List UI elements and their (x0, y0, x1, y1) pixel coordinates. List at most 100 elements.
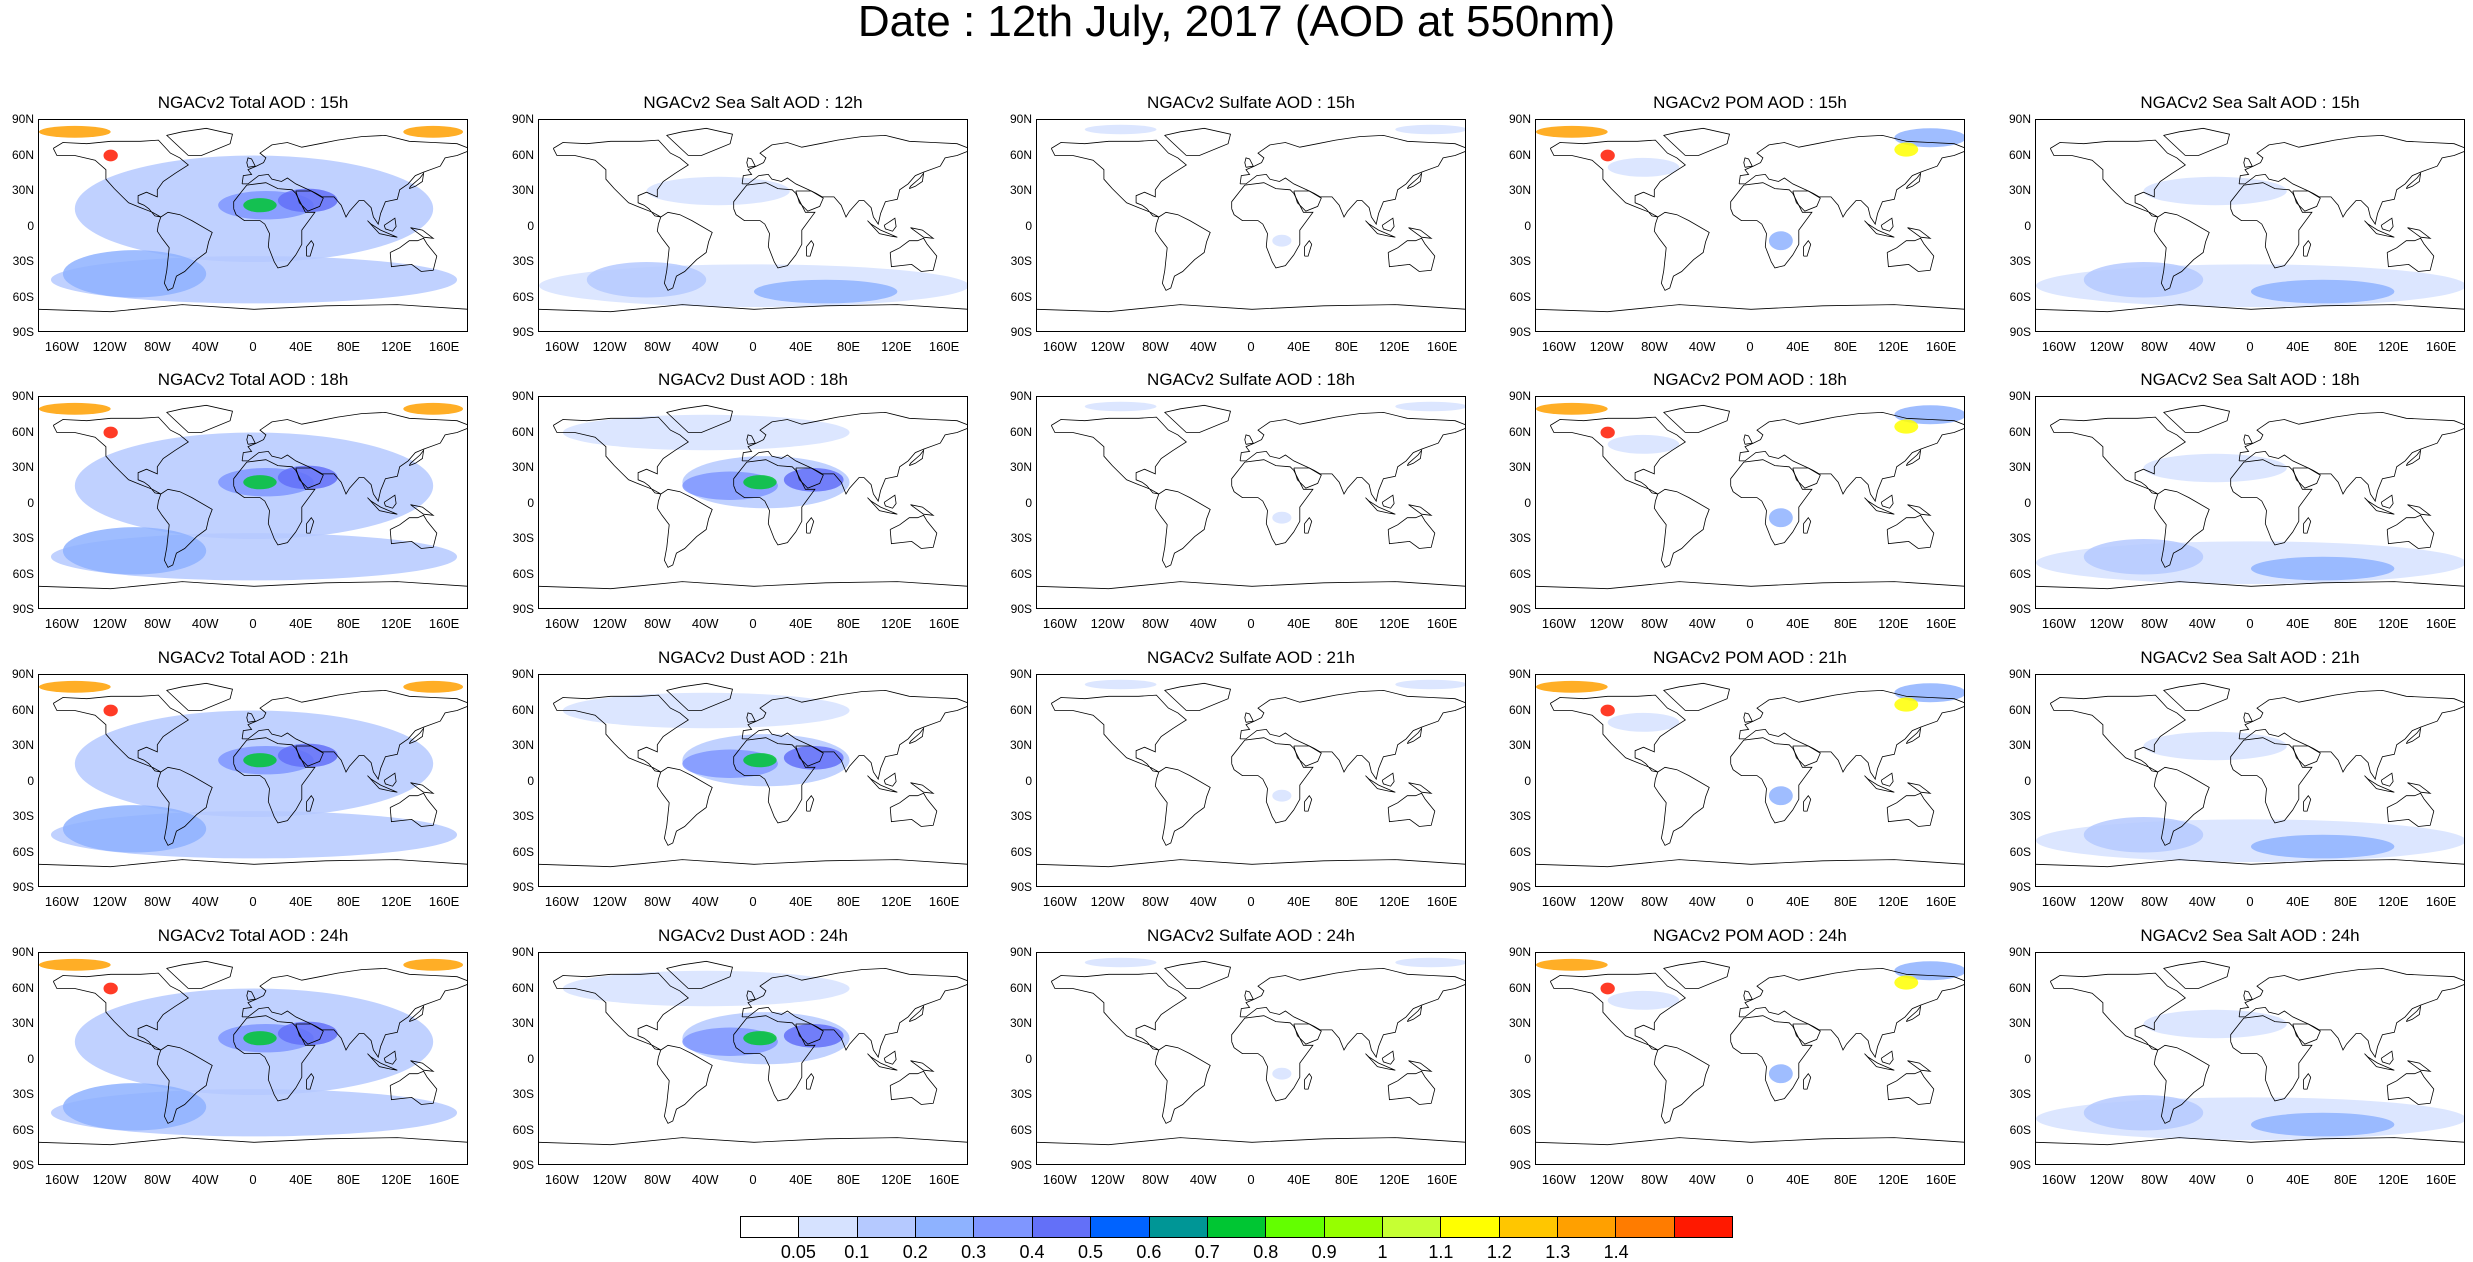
coastline-arabia (1293, 745, 1322, 767)
panel-r2-c3-title: NGACv2 Sulfate AOD : 18h (1147, 370, 1355, 389)
panel-r3-c1-lon-tick: 160E (428, 894, 460, 909)
coastline-samerica (656, 211, 713, 291)
panel-r4-c2-lon-tick: 160W (544, 1172, 579, 1187)
panel-r3-c4-lat-tick: 60S (1509, 844, 1531, 859)
panel-r4-c4-map-svg (1536, 958, 1964, 1146)
coastline-greenland (165, 960, 233, 989)
coastline-arabia (295, 190, 324, 212)
coastline-japan (408, 1004, 425, 1022)
panel-r3-c5-lat-tick: 60S (2009, 844, 2031, 859)
coastline-arabia (2292, 467, 2321, 489)
panel-r3-c2-lat-tick: 90S (512, 880, 534, 894)
panel-r1-c3-lon-tick: 80E (1334, 339, 1359, 354)
aerosol-field-patch (1084, 124, 1157, 135)
aerosol-field-patch (403, 958, 464, 971)
panel-r3-c1-lon-tick: 40W (191, 894, 219, 909)
aerosol-field-patch (39, 958, 111, 971)
panel-r3-c5-title: NGACv2 Sea Salt AOD : 21h (2140, 648, 2360, 667)
panel-r3-c3-lat-tick: 0 (1025, 773, 1032, 788)
panel-r3-c1-lat-tick: 90S (12, 880, 34, 894)
coastline-japan (408, 171, 425, 189)
panel-r1-c2-lon-tick: 160E (928, 339, 960, 354)
panel-r3-c2-lat-tick: 90N (511, 667, 534, 681)
panel-r2-c4-lon-tick: 160E (1925, 616, 1957, 631)
panel-r2-c1-title: NGACv2 Total AOD : 18h (157, 370, 349, 389)
panel-r2-c5-title: NGACv2 Sea Salt AOD : 18h (2140, 370, 2360, 389)
panel-r1-c1-map-svg (39, 125, 467, 313)
aerosol-field-patch (1272, 789, 1292, 802)
colorbar-label: 0.7 (1194, 1242, 1220, 1262)
coastline-newguinea (1408, 504, 1433, 516)
panel-r1-c5-lon-tick: 40E (2286, 339, 2310, 354)
panel-r1-c1-lon-tick: 40W (191, 339, 219, 354)
coastline-namerica (1549, 972, 1686, 1051)
coastline-newguinea (410, 227, 435, 239)
aerosol-field-patch (2251, 1112, 2395, 1137)
colorbar-swatch (1441, 1217, 1500, 1237)
panel-r3-c2-lon-tick: 40W (691, 894, 719, 909)
panel-r1-c1-lat-tick: 90S (12, 325, 34, 339)
coastline-japan (2405, 1004, 2422, 1022)
panel-r4-c1-lat-tick: 60N (11, 980, 34, 995)
panel-r1-c3-lat-tick: 90S (1010, 325, 1032, 339)
colorbar-swatch (1499, 1217, 1559, 1237)
coastline-australia (1886, 237, 1935, 272)
aerosol-field-patch (1768, 231, 1793, 251)
coastline-arabia (295, 1023, 324, 1045)
panel-r1-c5-lat-tick: 30N (2008, 183, 2031, 197)
coastline-australia (2386, 792, 2435, 827)
panel-r3-c3-lon-tick: 120W (1090, 894, 1125, 909)
panel-r3-c1-lat-tick: 0 (27, 773, 34, 788)
coastline-samerica (1653, 488, 1710, 568)
panel-r1-c1-lat-tick: 60N (11, 147, 34, 162)
coastline-samerica (2153, 766, 2210, 846)
coastline-antarctica (539, 304, 967, 313)
coastline-borneo (1880, 772, 1894, 787)
coastline-africa (233, 182, 316, 269)
aerosol-field-patch (1607, 157, 1680, 177)
coastline-borneo (1880, 1050, 1894, 1065)
coastline-indonesia (367, 497, 398, 515)
coastline-borneo (383, 494, 397, 509)
coastline-arabia (2292, 190, 2321, 212)
coastline-africa (1730, 459, 1813, 546)
panel-r1-c5-lon-tick: 80E (2333, 339, 2358, 354)
coastline-borneo (883, 494, 897, 509)
coastline-eurasia (741, 134, 967, 226)
colorbar-swatch (799, 1217, 858, 1237)
panel-r3-c3-lat-tick: 60N (1009, 702, 1032, 717)
coastline-africa (1730, 182, 1813, 269)
aerosol-field-patch (1894, 142, 1919, 157)
panel-r2-c5-lat-tick: 30S (2009, 531, 2031, 545)
panel-r2-c1-lon-tick: 160E (428, 616, 460, 631)
panel-r1-c2-lon-tick: 120E (881, 339, 912, 354)
coastline-greenland (1662, 127, 1730, 156)
coastline-africa (2230, 1015, 2313, 1102)
coastline-greenland (665, 127, 733, 156)
colorbar-swatch (1266, 1217, 1325, 1237)
coastline-uk (1244, 157, 1254, 168)
coastline-arabia (2292, 745, 2321, 767)
panel-r2-c2-title: NGACv2 Dust AOD : 18h (658, 370, 848, 389)
coastline-newguinea (1408, 782, 1433, 794)
coastline-eurasia (1738, 411, 1964, 503)
coastline-australia (889, 514, 938, 549)
coastline-namerica (1549, 416, 1686, 495)
panel-r3-c5-lon-tick: 120W (2089, 894, 2124, 909)
panel-r3-c5-lon-tick: 80W (2141, 894, 2168, 909)
coastline-newguinea (1408, 1060, 1433, 1072)
coastline-arabia (295, 467, 324, 489)
colorbar-label: 1.3 (1545, 1242, 1571, 1262)
coastline-indonesia (1365, 1053, 1396, 1071)
coastline-africa (1231, 459, 1314, 546)
panel-r4-c1-lon-tick: 40W (191, 1172, 219, 1187)
panel-r1-c5-lat-tick: 0 (2024, 218, 2031, 233)
panel-r4-c5-lat-tick: 90S (2009, 1158, 2031, 1172)
panel-r3-c5-lat-tick: 60N (2008, 702, 2031, 717)
coastline-indonesia (1864, 220, 1895, 238)
panel-r1-c1-title: NGACv2 Total AOD : 15h (157, 93, 349, 112)
coastline-antarctica (1536, 1137, 1964, 1146)
panel-r2-c5-lat-tick: 90N (2008, 389, 2031, 403)
panel-r1-c3-lat-tick: 30N (1009, 183, 1032, 197)
panel-r1-c2-lon-tick: 120W (592, 339, 627, 354)
